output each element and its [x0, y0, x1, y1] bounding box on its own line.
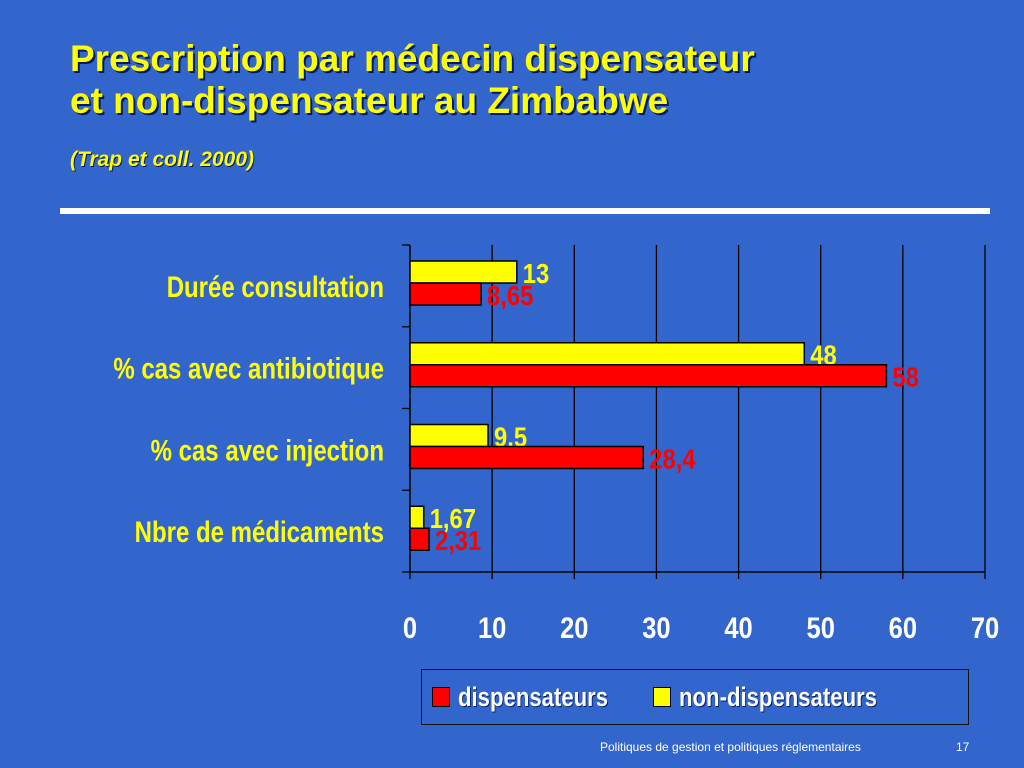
x-tick-label: 20 [560, 611, 588, 644]
x-tick-label: 50 [807, 611, 835, 644]
bar-dispensateurs [409, 527, 430, 551]
data-label-dispensateurs: 8,65 [487, 279, 533, 311]
legend-swatch-non-dispensateurs [653, 687, 672, 707]
bar-dispensateurs [409, 445, 645, 470]
footer-text: Politiques de gestion et politiques régl… [600, 740, 861, 754]
category-label: Nbre de médicaments [135, 515, 384, 549]
data-label-non-dispensateurs: 1,67 [430, 502, 476, 534]
category-label: % cas avec antibiotique [113, 351, 384, 385]
bar-dispensateurs [409, 282, 482, 306]
category-label: Durée consultation [167, 269, 384, 303]
title-line-1: Prescription par médecin dispensateur [70, 38, 755, 79]
data-label-dispensateurs: 58 [892, 361, 918, 393]
bar-non-dispensateurs [409, 342, 806, 366]
legend-item-dispensateurs: dispensateurs [432, 682, 641, 713]
legend-label-non-dispensateurs: non-dispensateurs [679, 681, 878, 712]
bar-dispensateurs [409, 364, 888, 388]
category-label: % cas avec injection [151, 433, 384, 467]
slide-subtitle: (Trap et coll. 2000) [70, 148, 255, 171]
legend-item-non-dispensateurs: non-dispensateurs [653, 682, 921, 713]
title-divider [60, 208, 990, 214]
x-tick-label: 30 [642, 611, 670, 644]
legend-swatch-dispensateurs [432, 687, 450, 707]
slide-title: Prescription par médecin dispensateur et… [70, 38, 755, 122]
data-label-dispensateurs: 2,31 [435, 524, 481, 556]
x-tick-label: 10 [478, 611, 506, 644]
chart-legend: dispensateurs non-dispensateurs [421, 669, 969, 725]
bar-non-dispensateurs [409, 423, 489, 448]
legend-label-dispensateurs: dispensateurs [458, 681, 609, 712]
page-number: 17 [956, 740, 970, 754]
x-tick-label: 70 [971, 611, 999, 644]
data-label-dispensateurs: 28,4 [649, 443, 696, 475]
x-tick-label: 60 [889, 611, 917, 644]
x-tick-label: 0 [403, 611, 417, 644]
bar-non-dispensateurs [409, 505, 425, 529]
data-label-non-dispensateurs: 13 [523, 257, 549, 289]
x-tick-label: 40 [724, 611, 752, 644]
title-line-2: et non-dispensateur au Zimbabwe [70, 80, 669, 121]
